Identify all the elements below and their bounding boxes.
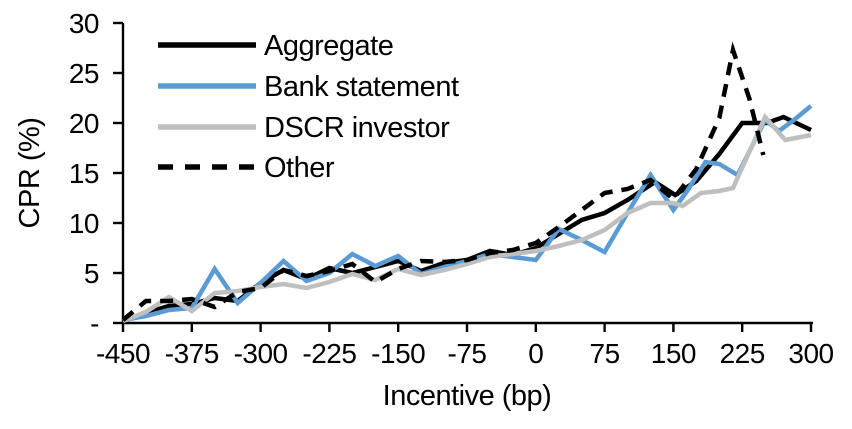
y-tick-label: 30 [69, 8, 99, 39]
legend-label-dscr-investor: DSCR investor [264, 112, 450, 144]
x-axis-title: Incentive (bp) [383, 380, 552, 412]
legend-label-bank-statement: Bank statement [264, 71, 459, 103]
y-tick-label: 25 [69, 58, 99, 89]
x-tick-label: -300 [234, 338, 288, 369]
legend-label-aggregate: Aggregate [264, 30, 393, 62]
x-tick-label: 225 [720, 338, 765, 369]
x-tick-label: -375 [165, 338, 219, 369]
x-tick-label: -150 [371, 338, 425, 369]
x-tick-label: 150 [651, 338, 696, 369]
y-tick-label: 5 [84, 258, 99, 289]
legend-item-other: Other [158, 152, 335, 184]
legend-item-dscr-investor: DSCR investor [158, 112, 451, 144]
axes: - 5 10 15 20 25 30 -450 -375 -300 -225 -150 -75 0 75 15… [69, 8, 834, 369]
series-line-dscr-investor [122, 112, 812, 324]
x-tick-label: -75 [448, 338, 487, 369]
y-tick-label: 15 [69, 158, 99, 189]
y-tick-label: - [90, 308, 99, 339]
x-tick-label: 75 [590, 338, 620, 369]
x-tick-label: -450 [96, 338, 150, 369]
series-bank-statement [122, 104, 813, 323]
series-dscr-investor [122, 112, 812, 324]
series-other [121, 41, 766, 322]
legend-item-bank-statement: Bank statement [158, 71, 459, 103]
x-tick-label: 0 [528, 338, 543, 369]
legend-item-aggregate: Aggregate [158, 30, 394, 62]
legend-label-other: Other [264, 152, 335, 184]
series-line-bank-statement [122, 104, 813, 323]
legend: Aggregate Bank statement DSCR investor Othe… [158, 30, 459, 184]
y-axis-title: CPR (%) [14, 118, 46, 229]
y-tick-label: 10 [69, 208, 99, 239]
x-tick-label: 300 [788, 338, 833, 369]
series-line-other [121, 41, 766, 322]
x-tick-label: -225 [302, 338, 356, 369]
y-tick-label: 20 [69, 108, 99, 139]
